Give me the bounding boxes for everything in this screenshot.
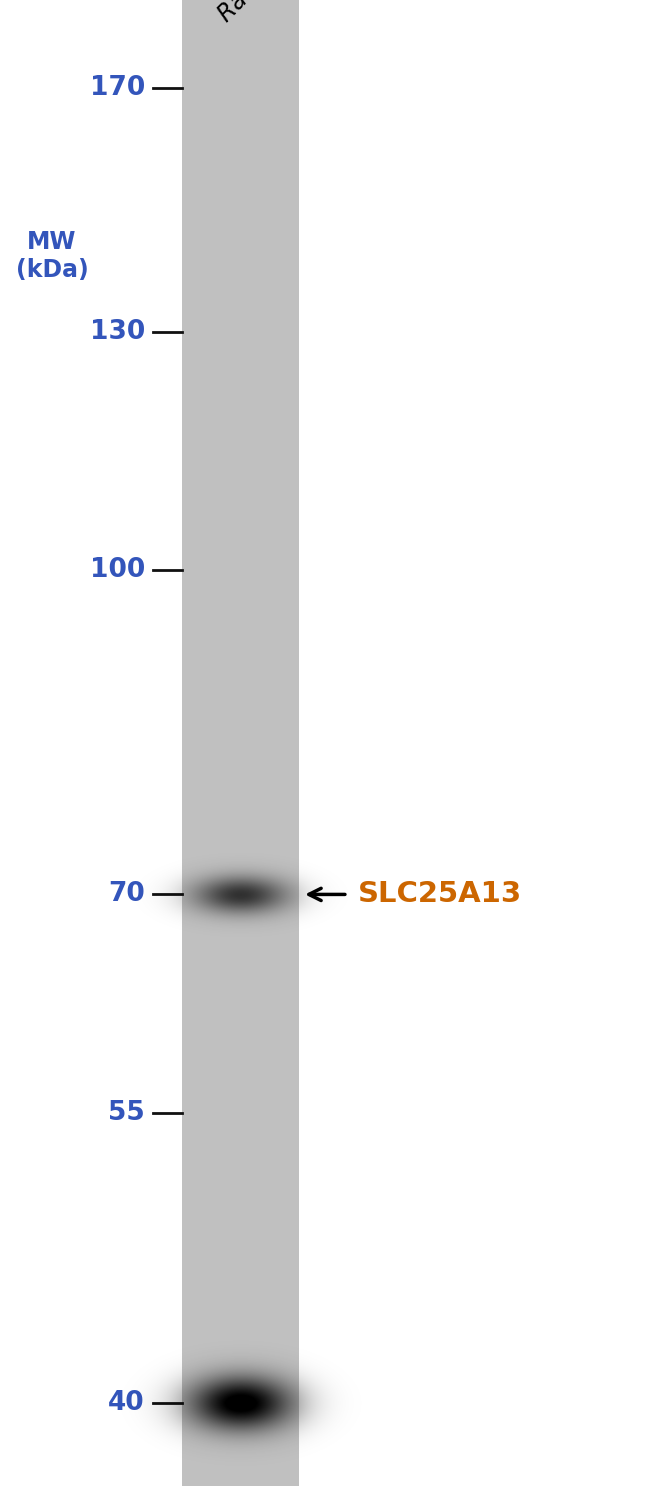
Text: 130: 130 — [90, 319, 145, 345]
Text: 55: 55 — [108, 1101, 145, 1126]
Text: MW
(kDa): MW (kDa) — [16, 230, 88, 282]
Text: 100: 100 — [90, 557, 145, 584]
Text: SLC25A13: SLC25A13 — [358, 880, 522, 908]
Text: 70: 70 — [108, 881, 145, 908]
Text: 170: 170 — [90, 76, 145, 101]
Bar — [182, 0, 299, 1486]
Text: 40: 40 — [109, 1389, 145, 1416]
Text: Rat liver: Rat liver — [214, 0, 301, 27]
